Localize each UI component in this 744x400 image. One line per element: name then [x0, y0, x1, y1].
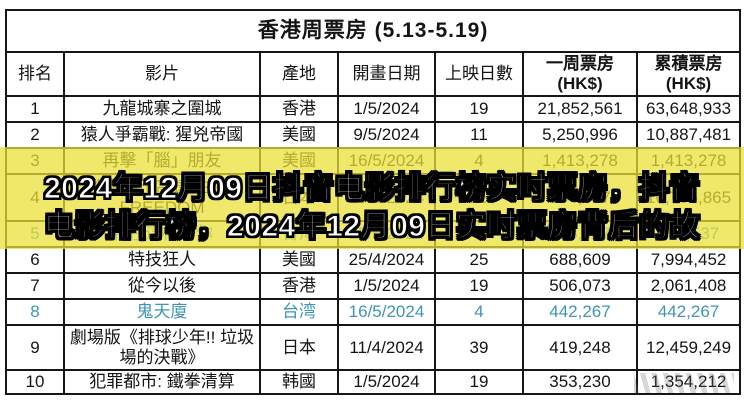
cell-week-gross: 5,250,996 — [522, 121, 638, 149]
cell-rank: 9 — [5, 324, 65, 371]
cell-rank: 6 — [5, 246, 65, 274]
cell-film: 從今以後 — [63, 272, 261, 300]
table-row: 7 從今以後 香港 1/5/2024 19 506,073 2,061,408 — [5, 272, 742, 300]
cell-origin: 美國 — [259, 246, 339, 274]
column-header-days: 上映日數 — [434, 51, 524, 97]
cell-days: 11 — [434, 121, 524, 149]
cell-film: 猿人爭霸戰: 猩兇帝國 — [63, 121, 261, 149]
cell-rank: 7 — [5, 272, 65, 300]
cell-rank: 10 — [5, 369, 65, 395]
cell-rank: 1 — [5, 95, 65, 123]
cell-days: 4 — [434, 298, 524, 326]
column-header-film: 影片 — [63, 51, 261, 97]
table-row: 10 犯罪都市: 鐵拳清算 韩國 1/5/2024 19 353,230 1,3… — [5, 369, 742, 395]
cell-total-gross: 7,994,452 — [635, 246, 742, 274]
banner-headline-line-1: 2024年12月09日抖音电影排行榜实时票房，抖音 — [44, 172, 700, 206]
cell-week-gross: 506,073 — [522, 272, 638, 300]
cell-total-gross: 1,354,212 — [635, 369, 742, 395]
cell-days: 39 — [434, 324, 524, 371]
column-header-rank: 排名 — [5, 51, 65, 97]
cell-origin: 香港 — [259, 95, 339, 123]
table-header-row: 排名 影片 產地 開畫日期 上映日數 一周票房 (HK$) 累積票房 (HK$) — [5, 51, 742, 97]
table-row: 9 劇場版《排球少年!! 垃圾場的決戰》 日本 11/4/2024 39 419… — [5, 324, 742, 371]
cell-week-gross: 688,609 — [522, 246, 638, 274]
cell-total-gross: 2,061,408 — [635, 272, 742, 300]
cell-week-gross: 21,852,561 — [522, 95, 638, 123]
cell-film: 特技狂人 — [63, 246, 261, 274]
cell-film: 九龍城寨之圍城 — [63, 95, 261, 123]
cell-days: 19 — [434, 369, 524, 395]
table-title: 香港周票房 (5.13-5.19) — [4, 9, 742, 53]
table-title-row: 香港周票房 (5.13-5.19) — [4, 9, 742, 53]
column-header-week-gross: 一周票房 (HK$) — [522, 51, 638, 97]
cell-week-gross: 419,248 — [522, 324, 638, 371]
cell-open-date: 1/5/2024 — [337, 95, 436, 123]
headline-overlay-banner: 2024年12月09日抖音电影排行榜实时票房，抖音 电影排行榜，2024年12月… — [0, 147, 744, 249]
cell-film: 鬼天廈 — [63, 298, 261, 326]
cell-total-gross: 12,459,249 — [635, 324, 742, 371]
cell-origin: 美國 — [259, 121, 339, 149]
table-row: 6 特技狂人 美國 25/4/2024 25 688,609 7,994,452 — [5, 246, 742, 274]
cell-open-date: 11/4/2024 — [337, 324, 436, 371]
cell-open-date: 25/4/2024 — [337, 246, 436, 274]
cell-origin: 香港 — [259, 272, 339, 300]
cell-rank: 2 — [5, 121, 65, 149]
cell-open-date: 16/5/2024 — [337, 298, 436, 326]
cell-total-gross: 442,267 — [635, 298, 742, 326]
cell-film: 犯罪都市: 鐵拳清算 — [63, 369, 261, 395]
cell-week-gross: 442,267 — [522, 298, 638, 326]
table-row: 1 九龍城寨之圍城 香港 1/5/2024 19 21,852,561 63,6… — [5, 95, 742, 123]
table-row: 2 猿人爭霸戰: 猩兇帝國 美國 9/5/2024 11 5,250,996 1… — [5, 121, 742, 149]
cell-days: 25 — [434, 246, 524, 274]
column-header-origin: 產地 — [259, 51, 339, 97]
cell-origin: 日本 — [259, 324, 339, 371]
cell-origin: 台湾 — [259, 298, 339, 326]
cell-week-gross: 353,230 — [522, 369, 638, 395]
cell-rank: 8 — [5, 298, 65, 326]
cell-open-date: 1/5/2024 — [337, 272, 436, 300]
cell-total-gross: 10,887,481 — [635, 121, 742, 149]
cell-total-gross: 63,648,933 — [635, 95, 742, 123]
banner-headline-line-2: 电影排行榜，2024年12月09日实时票房背后的故 — [44, 210, 700, 244]
cell-origin: 韩國 — [259, 369, 339, 395]
table-row: 8 鬼天廈 台湾 16/5/2024 4 442,267 442,267 — [5, 298, 742, 326]
cell-open-date: 1/5/2024 — [337, 369, 436, 395]
cell-open-date: 9/5/2024 — [337, 121, 436, 149]
cell-film: 劇場版《排球少年!! 垃圾場的決戰》 — [63, 324, 261, 371]
column-header-total-gross: 累積票房 (HK$) — [635, 51, 742, 97]
column-header-open-date: 開畫日期 — [337, 51, 436, 97]
watermark-smudge — [634, 373, 734, 393]
cell-days: 19 — [434, 272, 524, 300]
cell-days: 19 — [434, 95, 524, 123]
